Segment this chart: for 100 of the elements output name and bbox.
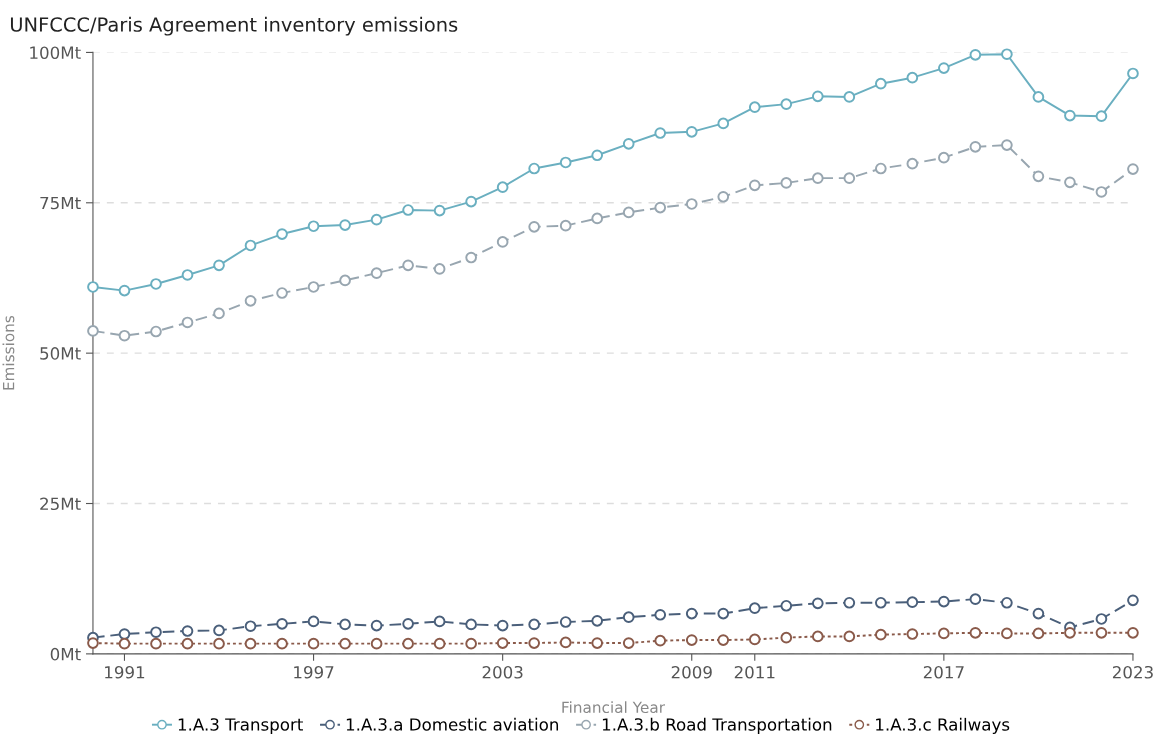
- point: [370, 637, 383, 650]
- point: [496, 637, 509, 649]
- point: [118, 628, 131, 640]
- point: [591, 614, 604, 627]
- y-tick-label: 75Mt: [40, 196, 81, 210]
- point: [811, 90, 824, 103]
- point: [622, 206, 635, 219]
- point: [843, 172, 856, 184]
- point: [811, 597, 824, 610]
- point: [370, 213, 383, 226]
- y-tick-label: 0Mt: [50, 647, 81, 661]
- point: [1001, 139, 1013, 151]
- y-tick-label: 100Mt: [30, 46, 81, 59]
- point: [528, 162, 540, 175]
- point: [717, 607, 730, 620]
- point: [875, 77, 887, 90]
- point: [1001, 48, 1013, 61]
- point: [87, 281, 99, 293]
- y-tick-label: 25Mt: [40, 497, 81, 511]
- point: [213, 259, 225, 272]
- y-tick-label: 50Mt: [40, 347, 81, 360]
- point: [1095, 186, 1108, 198]
- point: [1127, 163, 1139, 175]
- point: [181, 316, 194, 329]
- point: [181, 269, 194, 281]
- point: [875, 596, 887, 609]
- point: [748, 602, 761, 614]
- point: [150, 626, 162, 639]
- point: [465, 637, 477, 650]
- point: [528, 618, 540, 631]
- point: [1095, 613, 1108, 625]
- point: [591, 149, 604, 162]
- point: [339, 219, 351, 231]
- point: [654, 201, 667, 214]
- point: [402, 204, 414, 216]
- point: [87, 325, 99, 337]
- point: [1064, 176, 1076, 189]
- point: [402, 637, 414, 650]
- point: [370, 619, 383, 632]
- point: [402, 617, 414, 630]
- point: [118, 637, 131, 650]
- chart-title: UNFCCC/Paris Agreement inventory emissions: [10, 16, 458, 36]
- point: [1001, 596, 1013, 609]
- point: [465, 618, 477, 631]
- point: [276, 637, 288, 650]
- point: [181, 625, 194, 637]
- point: [748, 101, 761, 113]
- point: [1064, 109, 1076, 122]
- point: [969, 627, 982, 639]
- x-tick-label: 2023: [1112, 665, 1153, 679]
- point: [559, 616, 572, 628]
- point: [465, 195, 477, 208]
- legend-label: 1.A.3 Transport: [178, 718, 303, 734]
- point: [1032, 91, 1045, 103]
- point: [685, 607, 698, 620]
- point: [780, 98, 793, 110]
- point: [1032, 170, 1045, 183]
- point: [244, 239, 257, 252]
- point: [622, 611, 635, 624]
- point: [244, 637, 257, 650]
- point: [969, 593, 982, 605]
- point: [213, 624, 225, 637]
- y-axis-title: Emissions: [2, 315, 15, 390]
- point: [213, 307, 225, 320]
- point: [875, 162, 887, 175]
- point: [654, 127, 667, 139]
- point: [244, 295, 257, 307]
- point: [717, 634, 730, 646]
- point: [370, 267, 383, 279]
- point: [591, 637, 604, 649]
- point: [843, 91, 856, 103]
- point: [150, 278, 162, 290]
- point: [1032, 607, 1045, 620]
- point: [276, 287, 288, 299]
- point: [1064, 627, 1076, 639]
- x-tick-label: 1991: [105, 665, 145, 679]
- point: [339, 274, 351, 287]
- point: [339, 637, 351, 650]
- point: [433, 615, 446, 628]
- point: [748, 633, 761, 646]
- point: [307, 220, 320, 233]
- point: [496, 236, 509, 248]
- point: [496, 181, 509, 193]
- x-axis-title: Financial Year: [562, 701, 666, 714]
- point: [496, 619, 509, 632]
- point: [811, 630, 824, 643]
- point: [433, 263, 446, 275]
- point: [717, 117, 730, 130]
- point: [1095, 627, 1108, 639]
- point: [654, 634, 667, 647]
- point: [591, 212, 604, 225]
- x-tick-label: 2017: [923, 665, 964, 679]
- point: [276, 617, 288, 630]
- point: [150, 325, 162, 338]
- legend-label: 1.A.3.a Domestic aviation: [346, 717, 559, 731]
- point: [938, 151, 950, 164]
- point: [244, 620, 257, 633]
- point: [150, 637, 162, 650]
- point: [559, 636, 572, 649]
- point: [559, 219, 572, 232]
